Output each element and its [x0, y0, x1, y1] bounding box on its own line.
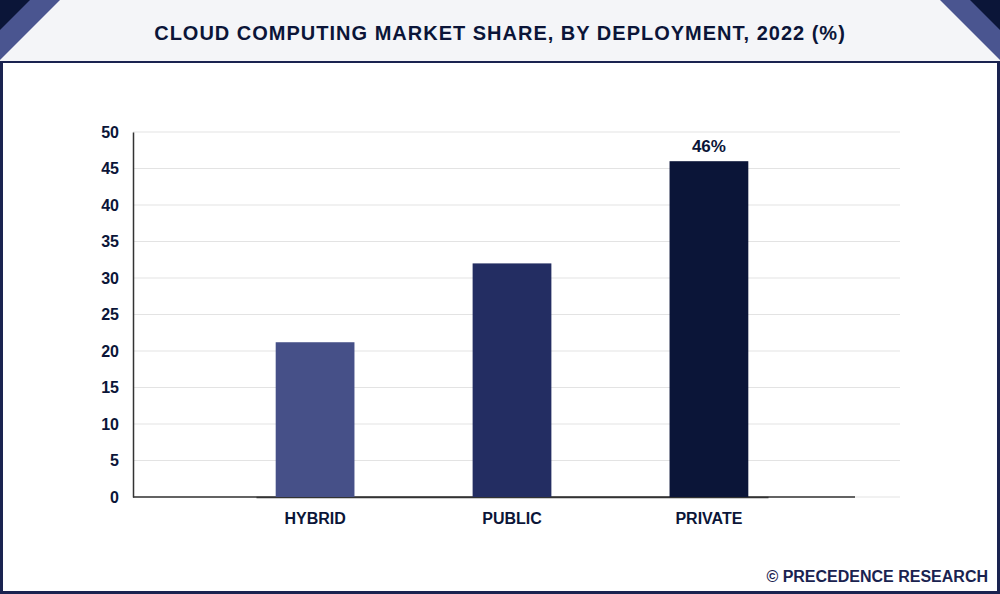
x-tick-label: PUBLIC [482, 510, 542, 527]
chart: CLOUD COMPUTING MARKET SHARE, BY DEPLOYM… [0, 0, 1000, 594]
y-tick: 35 [101, 233, 133, 250]
x-tick: HYBRID [284, 497, 345, 527]
bar [670, 161, 749, 497]
y-tick: 45 [101, 160, 133, 177]
frame [2, 2, 999, 593]
x-tick-label: PRIVATE [675, 510, 742, 527]
y-axis-line [133, 133, 135, 498]
background [0, 0, 1000, 594]
y-tick-label: 50 [101, 124, 119, 141]
y-tick: 25 [101, 306, 133, 323]
x-tick: PRIVATE [675, 497, 742, 527]
grid [133, 132, 900, 497]
x-tick-label: HYBRID [284, 510, 345, 527]
y-axis: 0 5 10 15 20 25 30 35 40 45 50 [101, 124, 133, 506]
source: © PRECEDENCE RESEARCH [766, 568, 988, 585]
x-tick: PUBLIC [482, 497, 542, 527]
y-tick: 5 [110, 452, 133, 469]
banner-corner [940, 0, 1000, 60]
bars [276, 161, 749, 497]
bar [276, 342, 355, 497]
data-label: 46% [692, 137, 726, 156]
title: CLOUD COMPUTING MARKET SHARE, BY DEPLOYM… [154, 22, 846, 44]
banner [0, 0, 1000, 62]
y-tick: 30 [101, 270, 133, 287]
y-tick-label: 20 [101, 343, 119, 360]
y-tick-label: 5 [110, 452, 119, 469]
banner-corner [0, 0, 30, 30]
y-tick: 10 [101, 416, 133, 433]
y-tick-label: 25 [101, 306, 119, 323]
y-tick-label: 10 [101, 416, 119, 433]
x-axis: HYBRID PUBLIC PRIVATE [257, 497, 769, 527]
banner-rule [0, 61, 1000, 63]
y-tick: 40 [101, 197, 133, 214]
banner-corner [970, 0, 1000, 30]
banner-corner [0, 0, 60, 60]
y-tick-label: 15 [101, 379, 119, 396]
y-tick: 15 [101, 379, 133, 396]
grid-line [133, 168, 900, 169]
y-tick-label: 0 [110, 489, 119, 506]
grid-line [133, 205, 900, 206]
y-tick-label: 45 [101, 160, 119, 177]
y-tick-label: 30 [101, 270, 119, 287]
grid-line [133, 241, 900, 242]
bar [473, 263, 552, 497]
y-tick-label: 35 [101, 233, 119, 250]
y-tick-label: 40 [101, 197, 119, 214]
data-labels: 46% [692, 137, 726, 156]
y-tick: 0 [110, 489, 133, 506]
grid-line [133, 132, 900, 133]
y-tick: 50 [101, 124, 133, 141]
y-tick: 20 [101, 343, 133, 360]
